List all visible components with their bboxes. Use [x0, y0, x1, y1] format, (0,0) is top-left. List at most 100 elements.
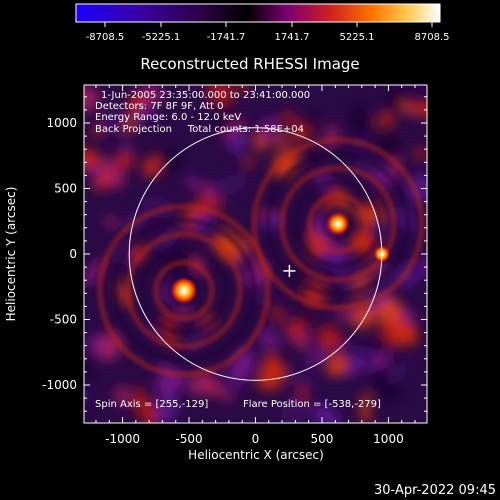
texture-blob: [84, 268, 98, 280]
texture-blob: [414, 148, 427, 159]
texture-blob: [222, 116, 244, 142]
backprojection-rings: [97, 137, 425, 378]
y-tick-label: 1000: [46, 116, 77, 130]
texture-blob: [128, 92, 146, 114]
texture-blob: [385, 89, 405, 116]
texture-blob: [124, 115, 137, 134]
texture-blob: [138, 396, 158, 423]
texture-blob: [206, 181, 216, 202]
texture-blob: [145, 87, 161, 105]
texture-blob: [143, 156, 160, 178]
colorbar-gradient: [75, 3, 441, 23]
texture-blob: [281, 396, 308, 423]
texture-blob: [325, 355, 348, 377]
texture-blob: [214, 174, 248, 196]
spin-axis-label: Spin Axis = [255,-129]: [95, 399, 208, 410]
x-axis: -1000 -500 0 500 1000: [95, 85, 416, 446]
backprojection-ring: [307, 193, 369, 255]
y-tick-label: -500: [50, 313, 77, 327]
texture-blob: [323, 124, 338, 150]
texture-blob: [399, 90, 422, 106]
texture-blob: [350, 103, 370, 137]
backprojection-ring: [321, 207, 355, 241]
texture-blob: [285, 320, 308, 338]
texture-blob: [361, 392, 370, 423]
timestamp: 30-Apr-2022 09:45: [374, 483, 496, 498]
texture-blob: [418, 90, 427, 105]
backprojection-ring: [279, 165, 397, 283]
colorbar-tick-label: 1741.7: [275, 32, 310, 43]
x-tick-label: 0: [252, 432, 260, 446]
info-line-detectors: Detectors: 7F 8F 9F, Att 0: [95, 101, 223, 112]
texture-blob: [385, 362, 409, 386]
texture-blob: [418, 259, 427, 277]
image-area: [84, 85, 427, 423]
backprojection-ring: [125, 232, 243, 350]
texture-blob: [304, 112, 317, 127]
x-tick-label: 500: [311, 432, 334, 446]
texture-blob: [299, 224, 310, 236]
texture-blob: [414, 103, 427, 118]
texture-blob: [334, 307, 362, 319]
x-tick-label: 1000: [373, 432, 404, 446]
texture-blob: [115, 385, 129, 406]
y-tick-label: 0: [69, 247, 77, 261]
texture-blob: [307, 349, 322, 368]
backprojection-ring: [139, 246, 229, 336]
backprojection-ring: [293, 179, 383, 269]
x-axis-label: Heliocentric X (arcsec): [188, 448, 324, 462]
texture-blob: [101, 105, 125, 130]
texture-blob: [84, 85, 100, 113]
plot-title: Reconstructed RHESSI Image: [140, 55, 359, 73]
texture-blob: [285, 371, 317, 389]
texture-blob: [115, 150, 135, 170]
texture-blob: [351, 356, 367, 369]
texture-blob: [316, 325, 343, 352]
texture-blob: [324, 185, 343, 215]
backprojection-ring: [251, 137, 425, 311]
colorbar-ticks: -8708.5 -5225.1 -1741.7 1741.7 5225.1 8708.5: [86, 22, 450, 43]
texture-blob: [153, 393, 178, 423]
y-axis: 1000 500 0 -500 -1000: [42, 96, 427, 412]
y-tick-label: -1000: [42, 378, 77, 392]
info-text: 1-Jun-2005 23:35:00.000 to 23:41:00.000 …: [95, 90, 310, 135]
spin-axis-marker: [283, 264, 296, 277]
colorbar-tick-label: -1741.7: [207, 32, 246, 43]
texture-blob: [257, 361, 287, 391]
info-line-counts: Back Projection Total counts: 1.58E+04: [95, 124, 304, 135]
x-tick-label: -500: [175, 432, 202, 446]
backprojection-ring: [111, 218, 257, 364]
texture-blob: [378, 323, 395, 339]
texture-blob: [209, 382, 235, 402]
texture-blob: [381, 136, 401, 157]
y-tick-label: 500: [54, 181, 77, 195]
colorbar: -8708.5 -5225.1 -1741.7 1741.7 5225.1 8708.5: [75, 3, 450, 43]
texture-blob: [386, 319, 411, 346]
source-spots: [170, 212, 390, 304]
y-axis-label: Heliocentric Y (arcsec): [4, 187, 18, 322]
backprojection-ring: [153, 260, 215, 322]
colorbar-tick-label: 8708.5: [415, 32, 450, 43]
backprojection-ring: [97, 204, 271, 378]
texture-blob: [258, 329, 279, 349]
texture-blob: [279, 112, 299, 125]
solar-limb-circle: [128, 127, 383, 381]
colorbar-tick-label: -8708.5: [86, 32, 125, 43]
texture-blob: [215, 105, 237, 127]
texture-blob: [90, 125, 103, 136]
texture-blob: [155, 371, 187, 395]
texture-blob: [371, 352, 390, 368]
texture-blob: [206, 85, 234, 106]
info-line-energy: Energy Range: 6.0 - 12.0 keV: [95, 112, 241, 123]
texture-blob: [244, 156, 254, 168]
texture-blob: [188, 371, 215, 396]
texture-blob: [271, 306, 285, 324]
texture-blob: [274, 132, 286, 147]
source-spot: [170, 277, 197, 304]
texture-blob: [84, 149, 100, 170]
texture-blob: [377, 297, 402, 325]
colorbar-tick-label: 5225.1: [340, 32, 375, 43]
source-spot: [326, 212, 349, 235]
flare-position-label: Flare Position = [-538,-279]: [243, 399, 381, 410]
colorbar-tick-label: -5225.1: [142, 32, 181, 43]
